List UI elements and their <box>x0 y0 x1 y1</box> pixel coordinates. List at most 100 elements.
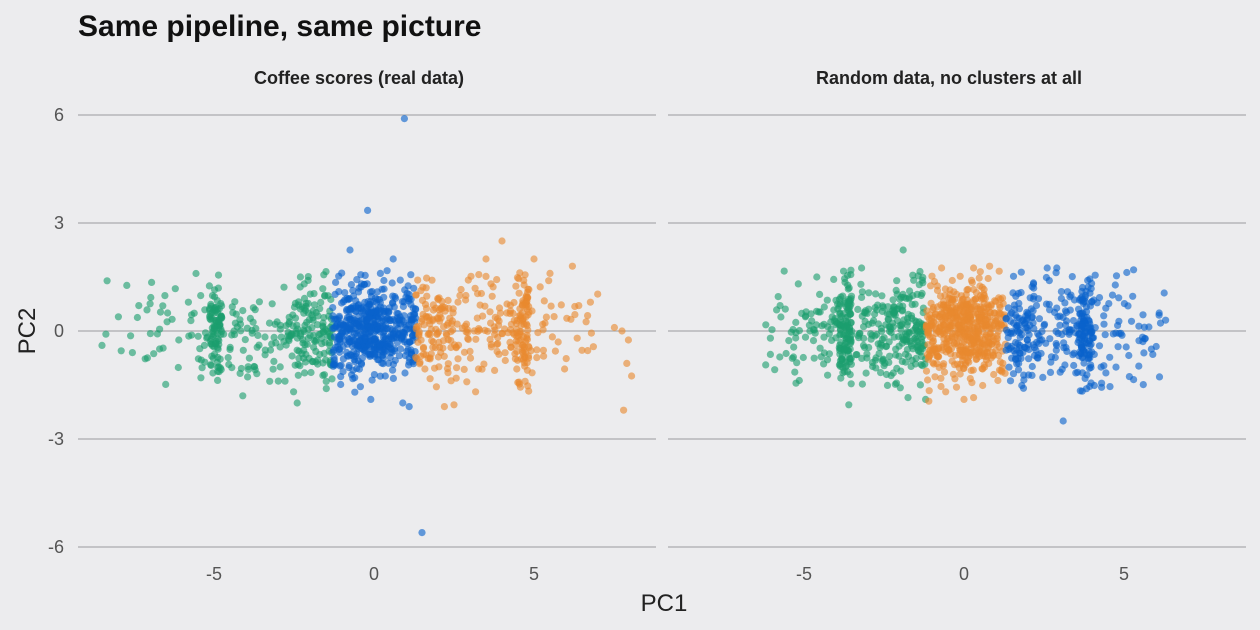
data-point-green <box>845 350 853 359</box>
data-point-orange <box>933 286 942 294</box>
data-point-blue <box>1054 313 1062 321</box>
data-point-green <box>836 346 844 354</box>
data-point-green <box>847 380 855 388</box>
data-point-green <box>901 330 910 338</box>
data-point-green <box>782 349 790 358</box>
data-point-orange <box>450 401 458 409</box>
data-point-orange <box>512 282 520 290</box>
data-point-green <box>863 350 871 358</box>
data-point-blue <box>1062 343 1070 352</box>
data-point-green <box>146 300 154 308</box>
data-point-blue <box>386 304 394 312</box>
facet-title: Coffee scores (real data) <box>254 68 464 88</box>
data-point-green <box>911 334 920 342</box>
data-point-green <box>147 293 155 302</box>
data-point-blue <box>355 365 363 373</box>
data-point-green <box>254 331 262 339</box>
data-point-green <box>873 306 881 314</box>
data-point-orange <box>533 354 541 362</box>
data-point-blue <box>348 371 356 379</box>
data-point-blue <box>1061 307 1070 315</box>
data-point-orange <box>478 365 486 373</box>
data-point-blue <box>376 340 384 348</box>
data-point-green <box>873 330 881 339</box>
data-point-green <box>915 281 923 289</box>
data-point-orange <box>983 349 992 357</box>
data-point-blue <box>1072 369 1080 377</box>
data-point-blue <box>401 286 409 294</box>
data-point-green <box>773 306 781 314</box>
data-point-green <box>889 296 897 304</box>
data-point-orange <box>955 364 963 372</box>
data-point-green <box>269 365 277 373</box>
data-point-green <box>198 364 206 372</box>
data-point-blue <box>1080 359 1088 367</box>
data-point-green <box>194 332 202 340</box>
data-point-blue <box>1135 322 1143 330</box>
data-point-green <box>150 350 158 358</box>
data-point-orange <box>979 381 987 390</box>
data-point-green <box>315 331 323 339</box>
data-point-green <box>276 325 284 333</box>
data-point-orange <box>955 329 963 337</box>
data-point-blue <box>1098 379 1106 387</box>
data-point-green <box>904 310 912 318</box>
data-point-orange <box>489 283 497 291</box>
data-point-green <box>188 311 196 319</box>
data-point-blue <box>353 276 361 284</box>
data-point-blue <box>1123 268 1131 277</box>
data-point-blue <box>405 290 413 299</box>
data-point-green <box>847 337 855 345</box>
data-point-blue <box>1040 320 1049 328</box>
data-point-green <box>162 380 170 388</box>
data-point-green <box>239 392 247 400</box>
data-point-green <box>865 289 873 297</box>
data-point-green <box>840 310 848 318</box>
data-point-blue <box>1081 332 1089 340</box>
data-point-orange <box>550 313 558 321</box>
data-point-orange <box>464 276 472 284</box>
points <box>762 246 1170 425</box>
data-point-blue <box>410 284 418 292</box>
data-point-green <box>266 377 274 385</box>
data-point-orange <box>985 359 993 368</box>
data-point-green <box>270 333 278 341</box>
data-point-orange <box>922 324 930 332</box>
data-point-orange <box>984 274 992 283</box>
x-tick-label: 0 <box>369 564 379 584</box>
data-point-orange <box>422 284 430 292</box>
data-point-orange <box>933 352 941 360</box>
data-point-blue <box>343 340 352 348</box>
data-point-orange <box>568 262 577 270</box>
data-point-green <box>893 364 901 372</box>
data-point-green <box>146 330 154 338</box>
data-point-green <box>192 269 200 278</box>
data-point-orange <box>539 320 547 328</box>
data-point-green <box>159 302 167 310</box>
data-point-orange <box>594 290 602 298</box>
data-point-orange <box>536 283 544 291</box>
data-point-orange <box>432 304 440 312</box>
data-point-green <box>303 340 311 348</box>
data-point-green <box>771 366 779 374</box>
data-point-blue <box>379 354 387 362</box>
data-point-green <box>858 264 866 272</box>
data-point-orange <box>998 364 1007 372</box>
data-point-blue <box>334 342 342 351</box>
data-point-orange <box>542 313 551 321</box>
data-point-orange <box>968 335 976 343</box>
data-point-orange <box>942 312 950 320</box>
data-point-green <box>791 368 799 376</box>
data-point-orange <box>973 333 981 341</box>
data-point-blue <box>335 272 343 280</box>
data-point-blue <box>353 326 361 334</box>
data-point-green <box>858 380 867 388</box>
data-point-green <box>810 354 818 362</box>
data-point-blue <box>412 305 420 313</box>
data-point-orange <box>423 274 431 282</box>
data-point-green <box>316 305 324 313</box>
data-point-green <box>790 343 798 351</box>
data-point-green <box>802 312 810 320</box>
data-point-orange <box>940 360 948 368</box>
data-point-orange <box>496 309 504 317</box>
